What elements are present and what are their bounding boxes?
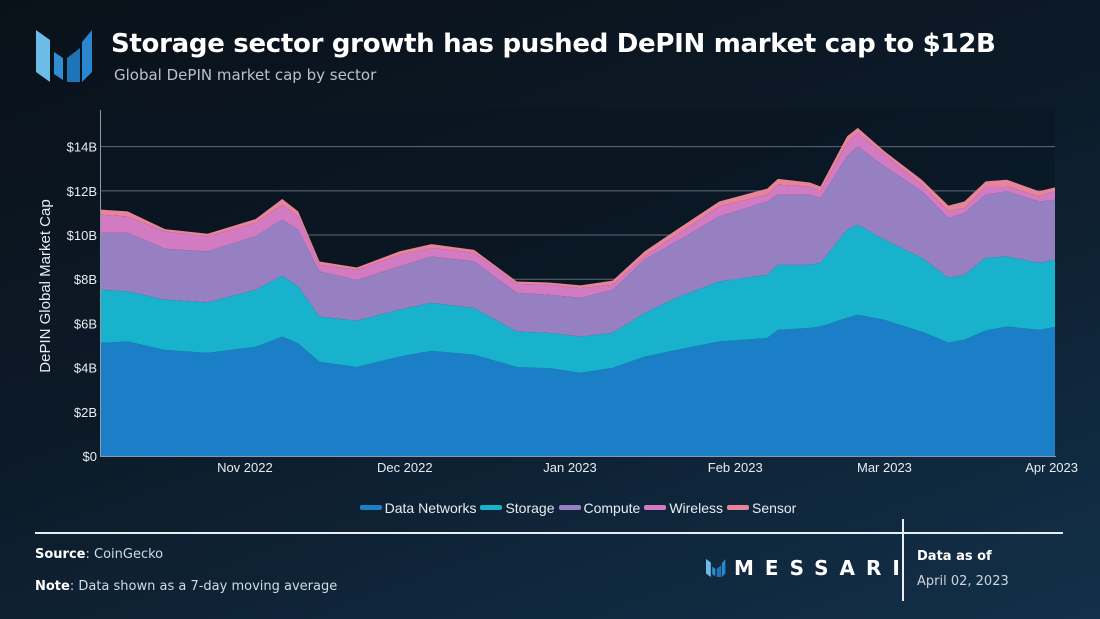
footer-divider — [35, 532, 1063, 534]
legend-label: Sensor — [751, 499, 797, 516]
y-tick-label: $8B — [74, 272, 97, 287]
legend-item[interactable]: Compute — [558, 499, 641, 516]
x-tick-label: Nov 2022 — [217, 460, 273, 475]
y-tick-label: $2B — [74, 405, 97, 420]
legend-swatch — [480, 505, 503, 510]
area-compute — [101, 146, 1055, 337]
note-text: Note: Data shown as a 7-day moving avera… — [35, 579, 337, 594]
legend-swatch — [726, 505, 749, 510]
messari-mark-icon — [706, 559, 726, 577]
legend-item[interactable]: Storage — [480, 499, 555, 516]
y-tick-label: $6B — [74, 316, 97, 331]
source-label: Source — [35, 547, 86, 562]
x-tick-label: Mar 2023 — [857, 460, 912, 475]
source-value: : CoinGecko — [85, 547, 164, 562]
x-tick-label: Feb 2023 — [708, 460, 763, 475]
messari-wordmark: MESSARI — [734, 556, 911, 580]
legend-label: Compute — [583, 499, 641, 516]
messari-brand: MESSARI — [706, 556, 911, 580]
source-text: Source: CoinGecko — [35, 547, 163, 562]
chart-title: Storage sector growth has pushed DePIN m… — [111, 29, 996, 59]
y-axis-title: DePIN Global Market Cap — [37, 199, 54, 372]
legend-swatch — [359, 505, 382, 510]
stacked-area-chart: $0 $2B $4B $6B $8B $10B $12B $14B Nov 2022 Dec 2… — [37, 108, 1078, 475]
legend-label: Data Networks — [384, 499, 477, 516]
legend-item[interactable]: Data Networks — [359, 499, 477, 516]
legend-swatch — [558, 505, 581, 510]
x-tick-label: Dec 2022 — [377, 460, 433, 475]
note-label: Note — [35, 579, 70, 594]
data-as-of-date: April 02, 2023 — [917, 574, 1009, 589]
legend-label: Storage — [505, 499, 555, 516]
y-tick-label: $12B — [67, 184, 97, 199]
y-tick-label: $4B — [74, 361, 97, 376]
legend-item[interactable]: Sensor — [726, 499, 797, 516]
legend-swatch — [644, 505, 667, 510]
legend: Data Networks Storage Compute Wireless Senso… — [0, 497, 1100, 516]
area-sensor — [101, 127, 1055, 289]
legend-item[interactable]: Wireless — [644, 500, 723, 516]
messari-logo-icon — [36, 30, 92, 82]
area-storage — [101, 224, 1055, 373]
y-tick-label: $0 — [83, 449, 97, 464]
footer-vertical-divider — [902, 519, 904, 601]
chart-subtitle: Global DePIN market cap by sector — [114, 66, 377, 84]
legend-label: Wireless — [669, 499, 723, 516]
data-as-of-label: Data as of — [917, 549, 992, 564]
y-tick-label: $10B — [67, 228, 97, 243]
y-tick-label: $14B — [67, 140, 97, 155]
x-tick-label: Apr 2023 — [1025, 460, 1078, 475]
area-data-networks — [101, 314, 1055, 456]
x-tick-label: Jan 2023 — [543, 460, 597, 475]
note-value: : Data shown as a 7-day moving average — [69, 579, 338, 594]
area-wireless — [101, 132, 1055, 298]
